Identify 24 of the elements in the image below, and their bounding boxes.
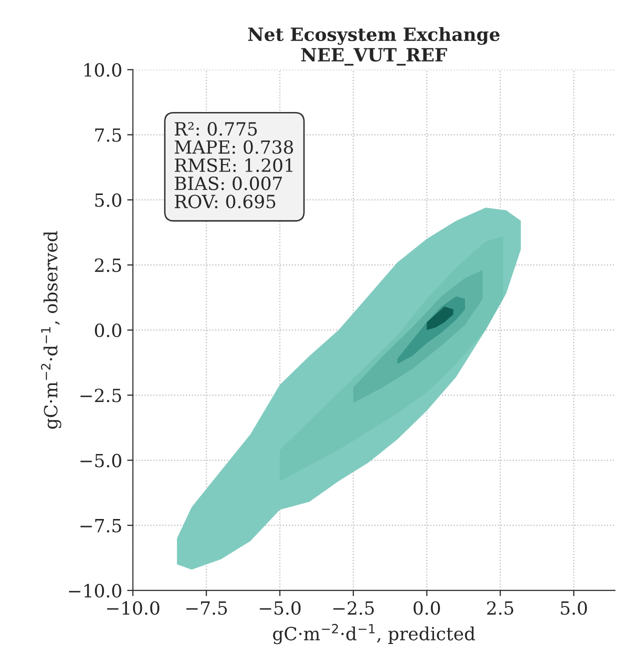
y-axis-title: gC·m$^{−2}$·d$^{−1}$, observed [40, 231, 62, 429]
y-tick-label: 7.5 [95, 128, 122, 142]
x-tick-label: 5.0 [560, 601, 587, 615]
y-tick-label: 2.5 [94, 258, 122, 272]
chart-title: Net Ecosystem Exchange NEE_VUT_REF [248, 27, 500, 66]
y-tick-label: 5.0 [95, 193, 122, 207]
x-axis-title: gC·m$^{−2}$·d$^{−1}$, predicted [273, 624, 476, 644]
annotation: ROV: 0.695 [174, 194, 276, 208]
x-tick-label: −7.5 [186, 601, 227, 615]
y-tick-label: −10.0 [69, 584, 122, 598]
y-tick-label: 10.0 [84, 63, 122, 77]
annotation: BIAS: 0.007 [174, 176, 282, 190]
annotation: RMSE: 1.201 [174, 158, 292, 172]
x-tick-label: −10.0 [107, 601, 160, 615]
x-tick-label: 2.5 [487, 601, 514, 615]
x-tick-label: −2.5 [333, 601, 374, 615]
y-tick-label: −2.5 [80, 388, 122, 402]
y-tick-label: −5.0 [80, 454, 122, 468]
x-tick-label: −5.0 [260, 601, 301, 615]
y-tick-label: −7.5 [80, 519, 122, 532]
y-tick-label: 0.0 [94, 324, 122, 338]
x-tick-label: 0.0 [414, 601, 440, 615]
annotation: MAPE: 0.738 [174, 140, 293, 154]
annotation: R²: 0.775 [174, 122, 257, 136]
